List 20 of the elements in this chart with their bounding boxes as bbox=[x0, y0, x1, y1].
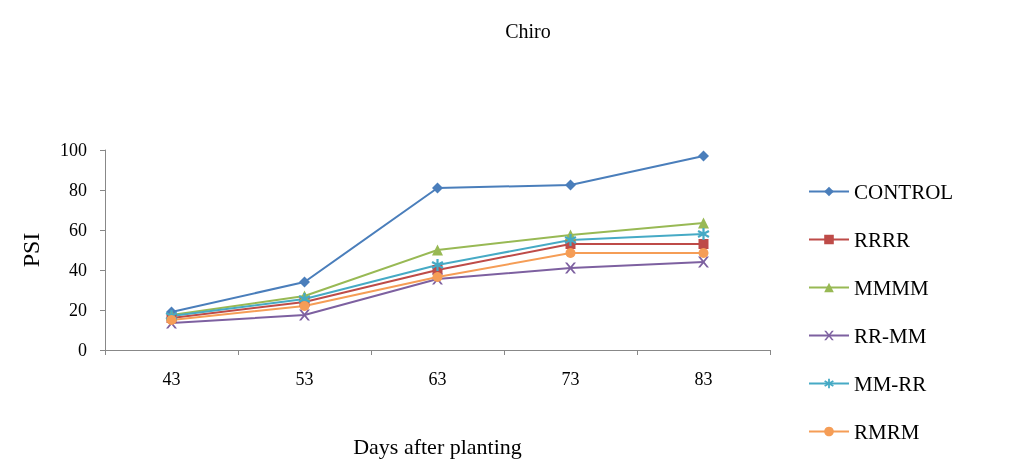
x-tick-label: 73 bbox=[561, 369, 580, 389]
legend-label: RR-MM bbox=[854, 323, 927, 348]
legend-label: MMMM bbox=[854, 275, 930, 300]
y-tick-label: 0 bbox=[78, 340, 87, 360]
legend-label: RMRM bbox=[854, 419, 920, 444]
y-axis-title: PSI bbox=[18, 232, 44, 268]
y-tick-label: 40 bbox=[69, 260, 87, 280]
legend-label: MM-RR bbox=[854, 371, 927, 396]
chart-title: Chiro bbox=[505, 20, 551, 42]
legend-label: CONTROL bbox=[854, 179, 954, 204]
x-tick-label: 43 bbox=[162, 369, 181, 389]
x-tick-label: 53 bbox=[295, 369, 314, 389]
y-tick-label: 80 bbox=[69, 180, 87, 200]
legend-label: RRRR bbox=[854, 227, 911, 252]
y-tick-label: 60 bbox=[69, 220, 87, 240]
x-tick-label: 63 bbox=[428, 369, 447, 389]
y-tick-label: 100 bbox=[60, 140, 87, 160]
y-tick-label: 20 bbox=[69, 300, 87, 320]
x-tick-label: 83 bbox=[694, 369, 713, 389]
x-axis-title: Days after planting bbox=[353, 433, 522, 459]
